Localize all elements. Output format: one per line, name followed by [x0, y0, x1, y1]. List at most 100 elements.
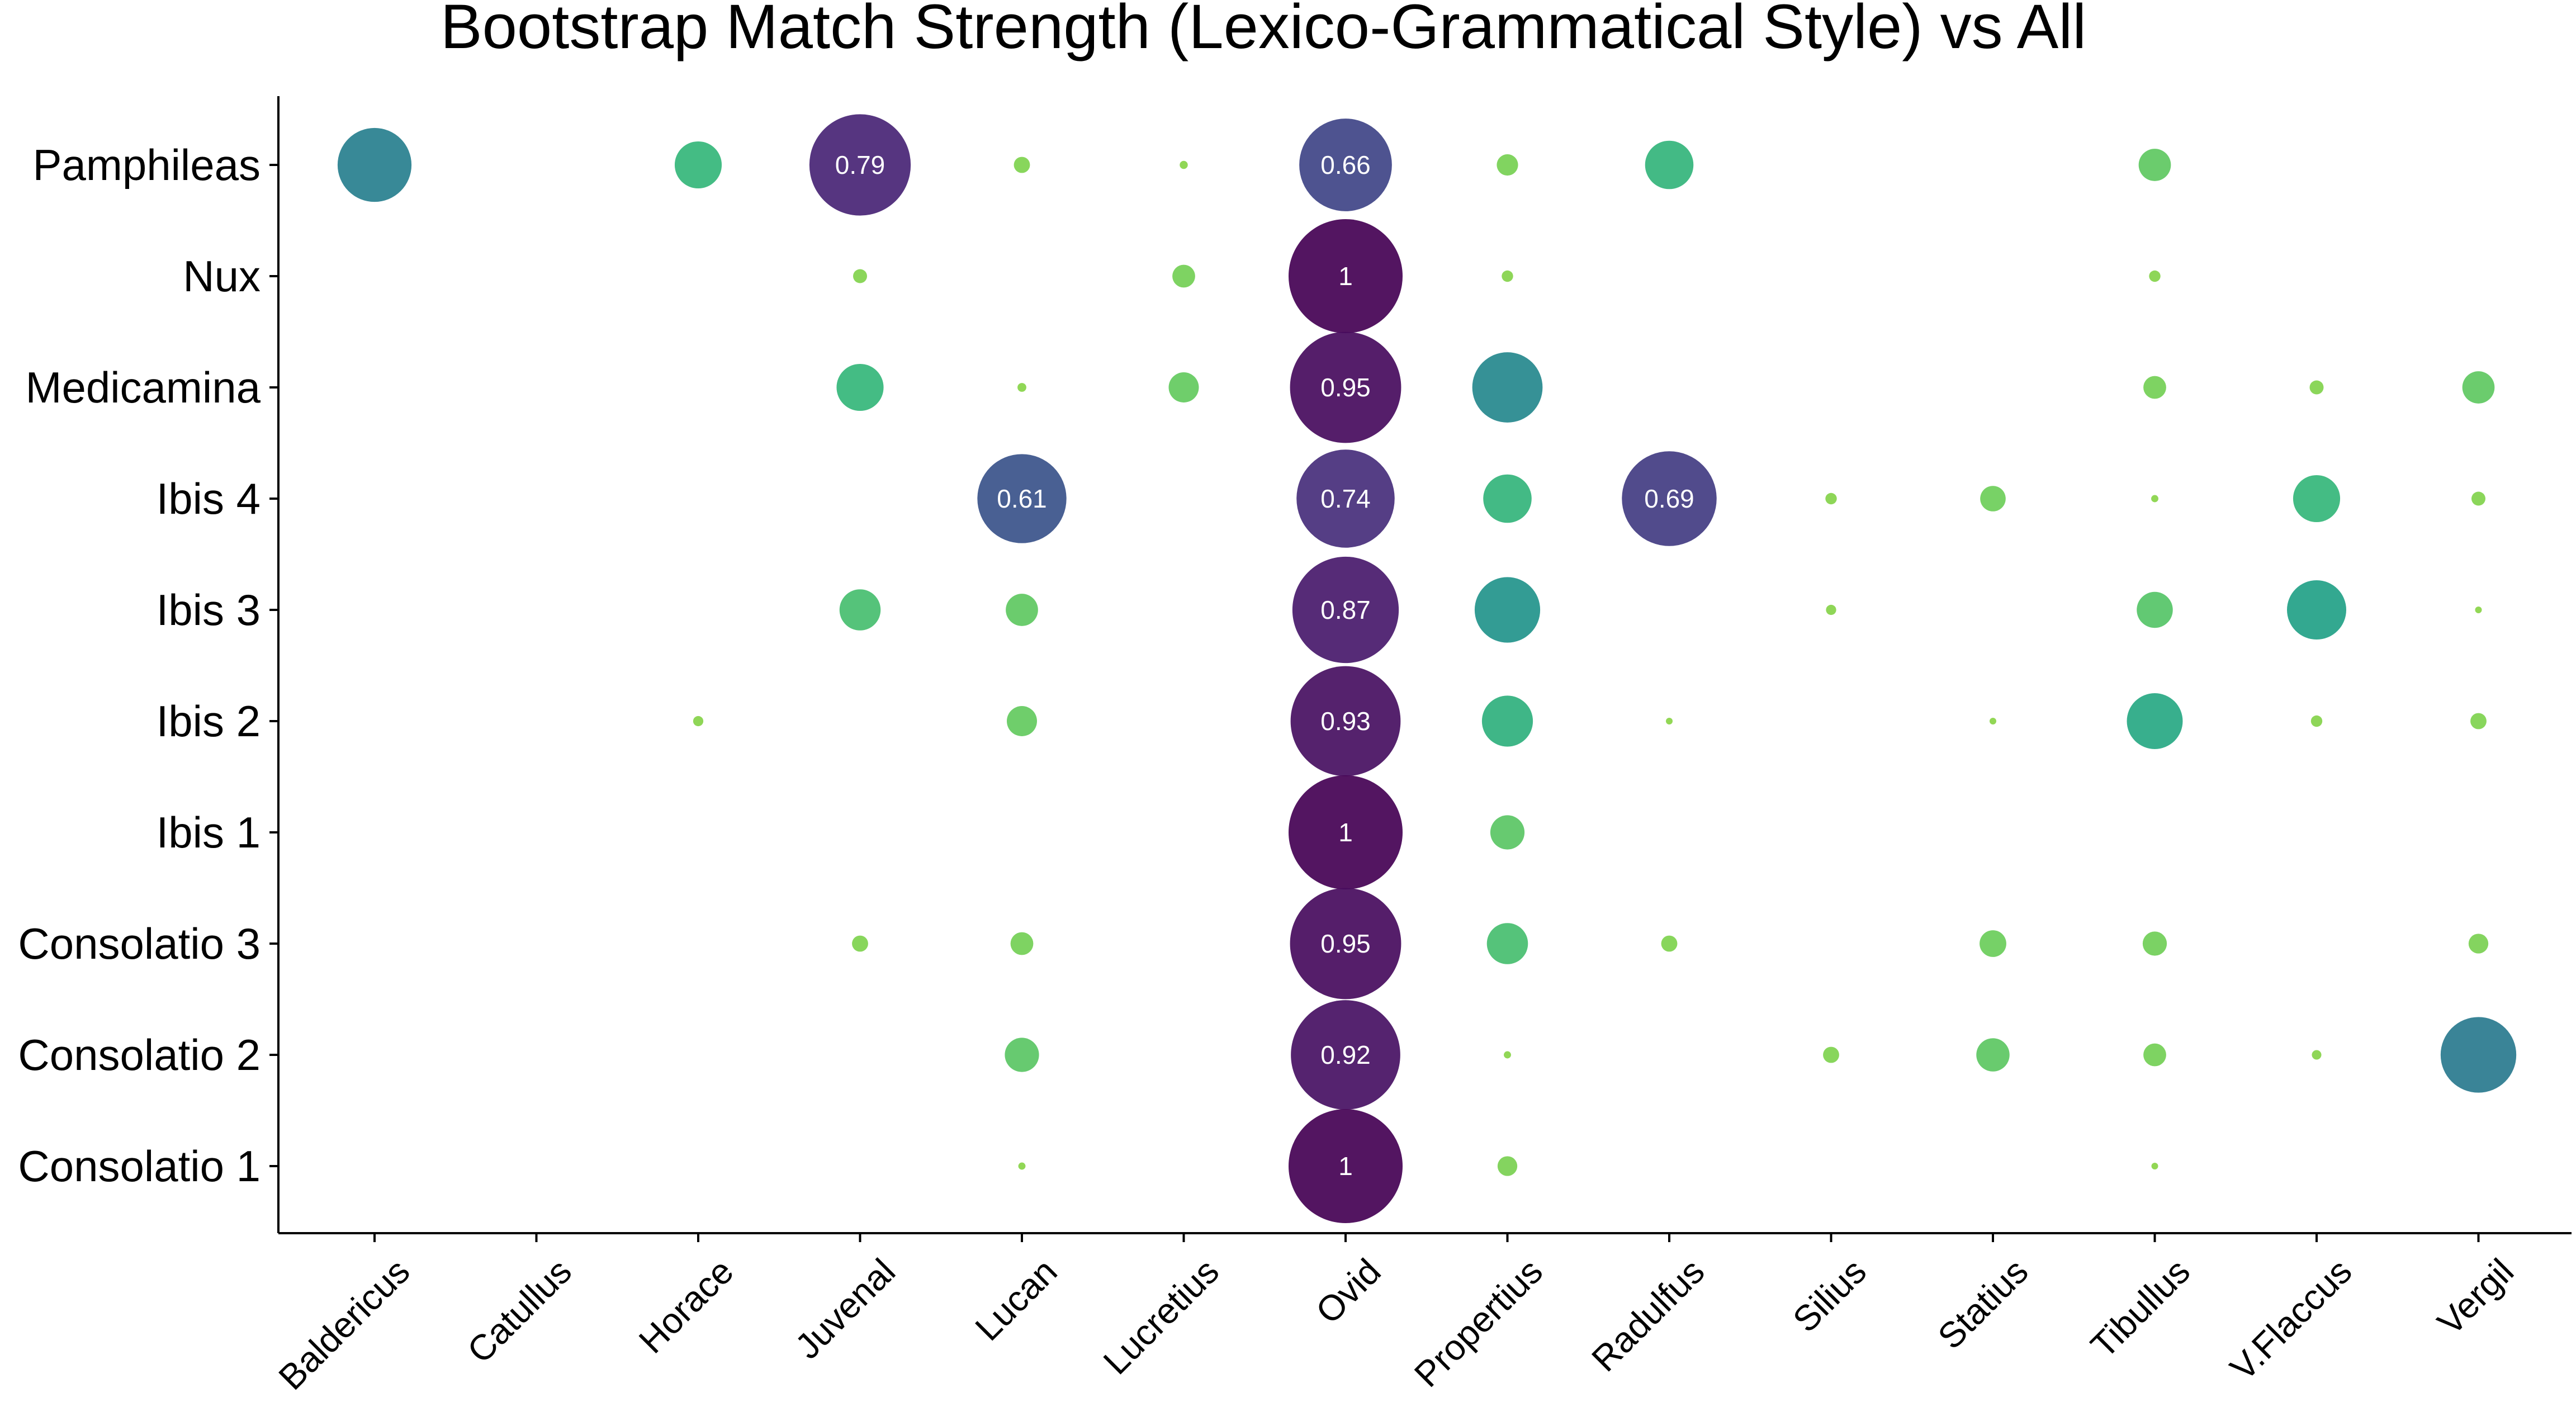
bubble-consolatio-2-tibullus: [2143, 1043, 2166, 1067]
bubble-ibis-4-ovid: [1296, 449, 1395, 548]
bubble-pamphileas-lucan: [1014, 157, 1030, 173]
bubble-value-label: 0.95: [1320, 373, 1371, 402]
bubble-value-label: 0.87: [1320, 595, 1371, 624]
bubble-value-label: 1: [1338, 818, 1353, 847]
bubble-medicamina-lucretius: [1168, 372, 1199, 402]
bubble-ibis-4-v-flaccus: [2293, 475, 2341, 523]
bubble-ibis-2-propertius: [1481, 695, 1533, 747]
bubble-pamphileas-ovid: [1299, 119, 1392, 211]
bubble-ibis-2-lucan: [1007, 706, 1037, 736]
x-tick-label: Horace: [631, 1251, 741, 1361]
bubble-consolatio-2-silius: [1823, 1046, 1839, 1063]
bubble-ibis-2-v-flaccus: [2310, 715, 2323, 727]
bubble-ibis-4-vergil: [2471, 491, 2485, 506]
bubble-ibis-1-ovid: [1289, 775, 1403, 889]
bubble-nux-juvenal: [853, 269, 867, 283]
bubble-pamphileas-baldericus: [337, 127, 412, 202]
x-tick-label: Catullus: [460, 1251, 579, 1371]
bubble-medicamina-propertius: [1472, 352, 1543, 423]
bubble-pamphileas-radulfus: [1645, 140, 1694, 190]
y-tick-label: Ibis 2: [157, 697, 261, 746]
bubble-ibis-4-lucan: [977, 454, 1067, 543]
x-tick-label: Statius: [1930, 1251, 2035, 1357]
bubble-consolatio-3-tibullus: [2142, 931, 2167, 956]
bubble-consolatio-1-tibullus: [2151, 1163, 2158, 1169]
bubble-medicamina-vergil: [2462, 371, 2495, 404]
bubble-pamphileas-juvenal: [809, 114, 911, 216]
bubble-consolatio-2-propertius: [1504, 1051, 1511, 1059]
bubble-ibis-2-statius: [1990, 718, 1996, 724]
bubble-nux-propertius: [1502, 270, 1513, 282]
x-tick-label: V.Flaccus: [2222, 1251, 2359, 1388]
bubble-consolatio-3-propertius: [1486, 923, 1528, 964]
bubble-medicamina-lucan: [1017, 383, 1026, 392]
y-tick-label: Consolatio 3: [18, 919, 261, 968]
x-tick-label: Silius: [1785, 1251, 1874, 1340]
bubble-nux-lucretius: [1172, 264, 1195, 288]
y-tick-label: Pamphileas: [32, 140, 261, 190]
x-tick-label: Tibullus: [2083, 1251, 2198, 1366]
bubble-ibis-1-propertius: [1490, 815, 1525, 850]
bubble-consolatio-1-propertius: [1497, 1156, 1518, 1176]
bubble-ibis-3-propertius: [1474, 577, 1541, 643]
bubble-value-label: 0.93: [1320, 707, 1371, 736]
bubble-pamphileas-horace: [674, 141, 722, 189]
bubble-value-label: 0.61: [997, 484, 1047, 513]
bubble-ibis-3-tibullus: [2137, 591, 2173, 628]
bubble-ibis-3-v-flaccus: [2286, 580, 2347, 640]
bubble-ibis-3-silius: [1826, 604, 1836, 615]
bubble-medicamina-v-flaccus: [2309, 380, 2324, 395]
bubble-value-label: 0.95: [1320, 929, 1371, 958]
x-tick-label: Lucan: [968, 1251, 1065, 1348]
chart-title: Bootstrap Match Strength (Lexico-Grammat…: [441, 0, 2086, 61]
y-tick-label: Ibis 4: [157, 474, 261, 523]
x-tick-label: Ovid: [1308, 1251, 1389, 1332]
bubble-consolatio-3-juvenal: [852, 935, 868, 952]
y-tick-label: Consolatio 2: [18, 1030, 261, 1079]
bubble-value-label: 0.74: [1320, 484, 1371, 513]
bubble-ibis-4-tibullus: [2151, 495, 2158, 503]
bubble-consolatio-2-lucan: [1005, 1038, 1039, 1072]
bubble-consolatio-3-ovid: [1290, 888, 1401, 1000]
bubble-consolatio-2-statius: [1976, 1038, 2010, 1072]
bubble-medicamina-tibullus: [2143, 376, 2166, 399]
bubble-consolatio-2-ovid: [1291, 1000, 1400, 1110]
y-tick-label: Ibis 1: [157, 808, 261, 857]
bubble-ibis-2-radulfus: [1666, 718, 1673, 724]
bubble-consolatio-1-lucan: [1018, 1162, 1026, 1170]
bubble-ibis-2-tibullus: [2127, 693, 2183, 749]
x-tick-label: Vergil: [2430, 1251, 2521, 1343]
bubble-consolatio-1-ovid: [1289, 1109, 1403, 1223]
x-tick-label: Baldericus: [271, 1251, 418, 1398]
bubble-value-label: 0.92: [1320, 1040, 1371, 1069]
bubble-consolatio-3-vergil: [2468, 934, 2489, 954]
bubble-ibis-2-vergil: [2470, 713, 2487, 730]
bubble-ibis-3-lucan: [1006, 594, 1038, 626]
x-tick-label: Lucretius: [1096, 1251, 1227, 1382]
bubble-consolatio-2-v-flaccus: [2312, 1050, 2322, 1060]
x-tick-label: Propertius: [1407, 1251, 1550, 1395]
bubble-nux-ovid: [1289, 219, 1403, 333]
ticks-layer: Consolatio 1 Consolatio 2 Consolatio 3 Ibis…: [18, 140, 2521, 1398]
bubble-medicamina-juvenal: [836, 363, 884, 411]
bubble-ibis-3-juvenal: [839, 589, 881, 631]
bubble-ibis-4-statius: [1980, 486, 2006, 511]
bubble-ibis-3-vergil: [2475, 607, 2482, 613]
bubble-consolatio-3-statius: [1980, 930, 2006, 957]
bubble-ibis-2-ovid: [1290, 666, 1401, 776]
y-tick-label: Medicamina: [25, 363, 261, 412]
bubble-ibis-3-ovid: [1292, 556, 1399, 664]
bubble-ibis-4-silius: [1825, 492, 1837, 505]
bubble-medicamina-ovid: [1290, 331, 1401, 443]
bubble-pamphileas-propertius: [1497, 154, 1518, 176]
y-tick-label: Consolatio 1: [18, 1142, 261, 1191]
bubble-ibis-2-horace: [693, 716, 704, 727]
bubble-consolatio-3-lucan: [1010, 932, 1034, 955]
x-tick-label: Radulfus: [1584, 1251, 1712, 1380]
y-tick-label: Ibis 3: [157, 585, 261, 634]
bubble-pamphileas-tibullus: [2138, 149, 2171, 181]
bubble-value-label: 0.66: [1320, 150, 1371, 179]
bubble-nux-tibullus: [2149, 270, 2161, 282]
axes-layer: [277, 96, 2572, 1234]
